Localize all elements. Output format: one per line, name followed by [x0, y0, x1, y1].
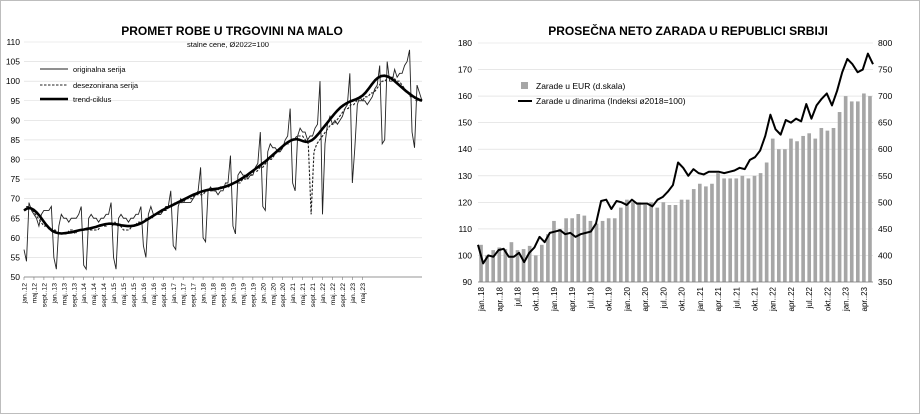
x-tick-label: sept..16	[161, 283, 168, 307]
x-tick-label: jan..22	[320, 283, 327, 305]
x-tick-label: jan..19	[230, 283, 237, 305]
x-tick-label: sept..14	[101, 283, 108, 307]
y-tick-label: 60	[11, 233, 21, 243]
x-tick-label: maj..19	[240, 283, 247, 306]
x-tick-label: jan..15	[111, 283, 118, 305]
y-tick-label: 75	[11, 174, 21, 184]
y-tick-label: 110	[6, 37, 20, 47]
x-tick-label: sept..22	[340, 283, 347, 307]
x-tick-label: sept..20	[280, 283, 287, 307]
y-tick-label: 95	[11, 96, 21, 106]
x-tick-label: maj..13	[61, 283, 68, 306]
x-tick-label: sept..19	[250, 283, 257, 307]
gridlines	[24, 41, 422, 278]
series-thin-line	[23, 49, 423, 271]
series-thick-line	[23, 74, 423, 235]
x-tick-label: maj..16	[151, 283, 158, 306]
chart-subtitle: stalne cene, Ø2022=100	[187, 40, 269, 49]
x-tick-label: jan..12	[22, 283, 29, 305]
x-tick-label: maj..15	[121, 283, 128, 306]
legend-label: trend-ciklus	[73, 95, 112, 104]
x-tick-label: jan..20	[260, 283, 267, 305]
chart-title: PROMET ROBE U TRGOVINI NA MALO	[121, 24, 343, 38]
x-tick-label: maj..14	[91, 283, 98, 306]
x-tick-label: maj.23	[360, 283, 367, 304]
x-tick-label: sept..15	[131, 283, 138, 307]
series-dashed-line	[23, 76, 422, 235]
y-tick-label: 90	[11, 115, 21, 125]
y-tick-label: 85	[11, 135, 21, 145]
y-tick-label: 100	[6, 76, 20, 86]
legend-label: originalna serija	[73, 65, 126, 74]
y-tick-label: 50	[11, 272, 21, 282]
x-tick-label: jan..21	[290, 283, 297, 305]
x-tick-label: sept..17	[191, 283, 198, 307]
series-group	[23, 49, 423, 271]
x-tick-label: maj.12	[31, 283, 38, 304]
x-tick-label: maj..20	[270, 283, 277, 306]
y-tick-label: 70	[11, 194, 21, 204]
x-tick-label: sept..12	[41, 283, 48, 307]
y-tick-label: 80	[11, 155, 21, 165]
x-tick-label: sept..21	[310, 283, 317, 307]
x-tick-label: maj..18	[211, 283, 218, 306]
x-tick-label: jan..18	[201, 283, 208, 305]
y-tick-label: 55	[11, 252, 21, 262]
x-tick-label: jan..13	[51, 283, 58, 305]
legend-label: desezonirana serija	[73, 81, 139, 90]
x-tick-label: sept..13	[71, 283, 78, 307]
x-tick-label: sept..18	[221, 283, 228, 307]
y-tick-label: 105	[6, 57, 20, 67]
x-tick-label: jan..14	[81, 283, 88, 305]
x-tick-label: maj..17	[181, 283, 188, 306]
x-tick-label: jan..23	[350, 283, 357, 305]
x-tick-label: jan..17	[171, 283, 178, 305]
y-tick-label: 65	[11, 213, 21, 223]
x-tick-label: maj..21	[300, 283, 307, 306]
legend: originalna serija desezonirana serija tren…	[40, 65, 139, 104]
x-tick-label: maj..22	[330, 283, 337, 306]
retail-trade-chart: PROMET ROBE U TRGOVINI NA MALO stalne ce…	[6, 24, 423, 307]
x-tick-label: jan..16	[141, 283, 148, 305]
